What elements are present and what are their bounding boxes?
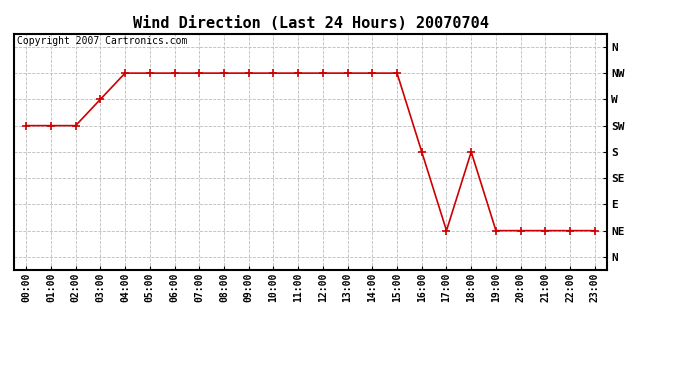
- Text: Copyright 2007 Cartronics.com: Copyright 2007 Cartronics.com: [17, 36, 187, 46]
- Title: Wind Direction (Last 24 Hours) 20070704: Wind Direction (Last 24 Hours) 20070704: [132, 16, 489, 31]
